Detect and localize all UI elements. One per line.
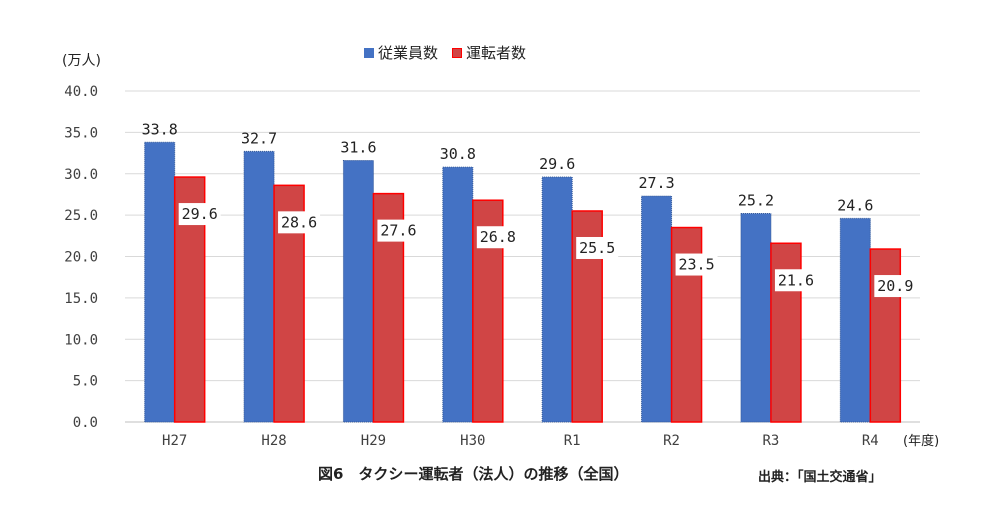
y-tick-label: 10.0 [64,332,98,348]
y-tick-label: 30.0 [64,167,98,183]
data-label-drivers: 25.5 [579,239,615,257]
data-label-drivers: 29.6 [182,205,218,223]
data-label-bg [278,211,321,234]
data-label-employees: 25.2 [738,191,774,209]
bar-drivers [869,248,902,423]
data-label-bg [178,203,221,226]
x-tick-label: R1 [564,433,581,449]
data-label-bg [476,226,519,249]
y-tick-label: 35.0 [64,125,98,141]
figure-caption: 図6 タクシー運転者（法人）の推移（全国） [318,465,629,483]
x-tick-label: H30 [460,433,485,449]
data-label-drivers: 23.5 [679,256,715,274]
data-label-drivers: 27.6 [380,222,416,240]
x-tick-label: R3 [763,433,780,449]
data-label-employees: 30.8 [440,145,476,163]
data-label-drivers: 21.6 [778,271,814,289]
x-tick-label: H28 [261,433,286,449]
bar-employees [442,166,474,423]
data-label-employees: 32.7 [241,129,277,147]
data-label-drivers: 28.6 [281,213,317,231]
data-label-bg [576,236,619,259]
data-label-employees: 29.6 [539,155,575,173]
data-label-bg [675,253,718,276]
legend-label-employees: 従業員数 [378,44,439,62]
source-note: 出典：「国土交通省」 [758,470,882,485]
x-axis-unit-label: (年度) [903,434,940,449]
x-tick-label: H29 [361,433,386,449]
data-label-employees: 33.8 [142,120,178,138]
y-axis-unit-label: (万人) [62,53,101,69]
bar-employees [740,212,772,423]
legend: 従業員数 運転者数 [364,42,526,63]
data-label-bg [874,275,917,298]
x-tick-label: H27 [162,433,187,449]
data-label-bg [774,269,817,292]
y-tick-label: 20.0 [64,250,98,266]
legend-item-employees: 従業員数 [364,42,438,63]
data-label-employees: 27.3 [639,174,675,192]
x-tick-label: R4 [862,433,879,449]
data-label-drivers: 26.8 [480,228,516,246]
bar-employees [243,150,275,423]
y-tick-label: 5.0 [73,374,98,390]
y-tick-label: 25.0 [64,208,98,224]
y-tick-label: 0.0 [73,415,98,431]
bar-employees [839,217,871,423]
data-label-employees: 31.6 [340,139,376,157]
legend-label-drivers: 運転者数 [466,44,527,62]
legend-item-drivers: 運転者数 [452,42,526,63]
y-tick-label: 40.0 [64,84,98,100]
bar-employees [541,176,573,423]
y-tick-label: 15.0 [64,291,98,307]
data-label-bg [377,219,420,242]
bar-employees [144,141,176,423]
bar-employees [342,160,374,423]
legend-swatch-employees [364,47,374,58]
data-label-employees: 24.6 [837,196,873,214]
data-label-drivers: 20.9 [877,277,913,295]
bar-employees [641,195,673,423]
x-tick-label: R2 [663,433,680,449]
legend-swatch-drivers [452,47,463,58]
